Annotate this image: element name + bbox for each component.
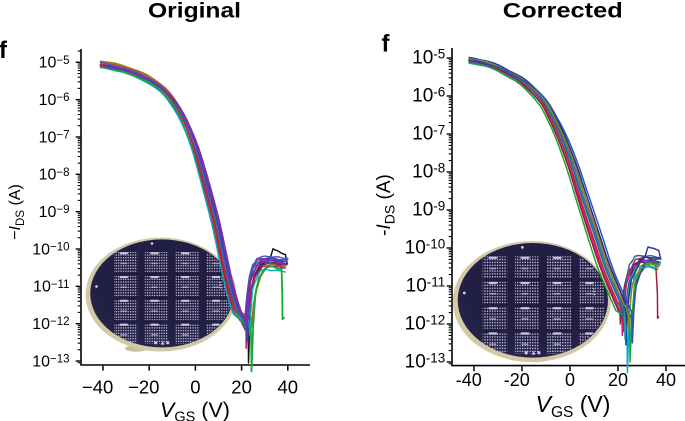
svg-text:Corrected: Corrected bbox=[503, 0, 623, 23]
svg-text:−20: −20 bbox=[128, 377, 159, 398]
svg-text:f: f bbox=[382, 31, 391, 58]
svg-text:40: 40 bbox=[278, 377, 299, 398]
svg-text:-40: -40 bbox=[456, 370, 482, 390]
svg-text:-20: -20 bbox=[504, 370, 530, 390]
svg-text:−40: −40 bbox=[82, 377, 113, 398]
svg-text:0: 0 bbox=[565, 370, 575, 390]
svg-text:VGS (V): VGS (V) bbox=[160, 398, 230, 421]
svg-text:0: 0 bbox=[190, 377, 200, 398]
svg-text:f: f bbox=[0, 37, 8, 64]
svg-text:20: 20 bbox=[608, 370, 628, 390]
svg-text:-IDS (A): -IDS (A) bbox=[374, 174, 397, 236]
svg-text:Original: Original bbox=[148, 0, 241, 23]
svg-text:VGS (V): VGS (V) bbox=[536, 391, 611, 421]
svg-text:20: 20 bbox=[231, 377, 252, 398]
svg-text:40: 40 bbox=[656, 370, 676, 390]
